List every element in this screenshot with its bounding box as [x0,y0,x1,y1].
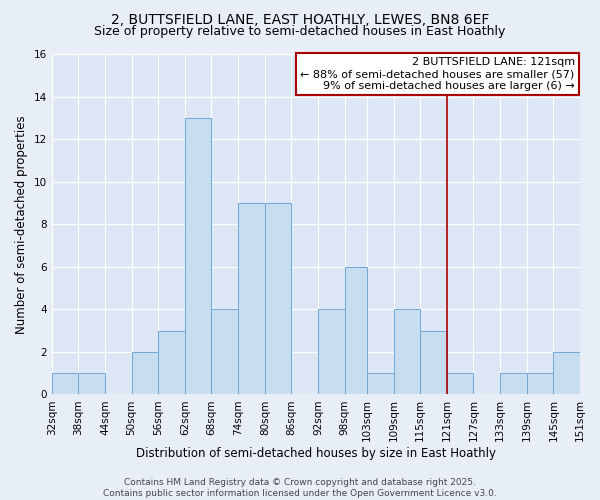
Bar [211,310,238,394]
Bar [185,118,211,394]
Bar [367,373,394,394]
Bar [394,310,420,394]
Text: 2, BUTTSFIELD LANE, EAST HOATHLY, LEWES, BN8 6EF: 2, BUTTSFIELD LANE, EAST HOATHLY, LEWES,… [111,12,489,26]
Bar [527,373,553,394]
Bar [238,203,265,394]
Bar [344,267,367,394]
Bar [158,330,185,394]
Bar [265,203,292,394]
Text: Size of property relative to semi-detached houses in East Hoathly: Size of property relative to semi-detach… [94,25,506,38]
Bar [447,373,473,394]
Y-axis label: Number of semi-detached properties: Number of semi-detached properties [15,115,28,334]
Bar [52,373,79,394]
X-axis label: Distribution of semi-detached houses by size in East Hoathly: Distribution of semi-detached houses by … [136,447,496,460]
Bar [318,310,344,394]
Bar [420,330,447,394]
Bar [500,373,527,394]
Bar [553,352,580,395]
Text: 2 BUTTSFIELD LANE: 121sqm
← 88% of semi-detached houses are smaller (57)
9% of s: 2 BUTTSFIELD LANE: 121sqm ← 88% of semi-… [301,58,575,90]
Text: Contains HM Land Registry data © Crown copyright and database right 2025.
Contai: Contains HM Land Registry data © Crown c… [103,478,497,498]
Bar [131,352,158,395]
Bar [79,373,105,394]
